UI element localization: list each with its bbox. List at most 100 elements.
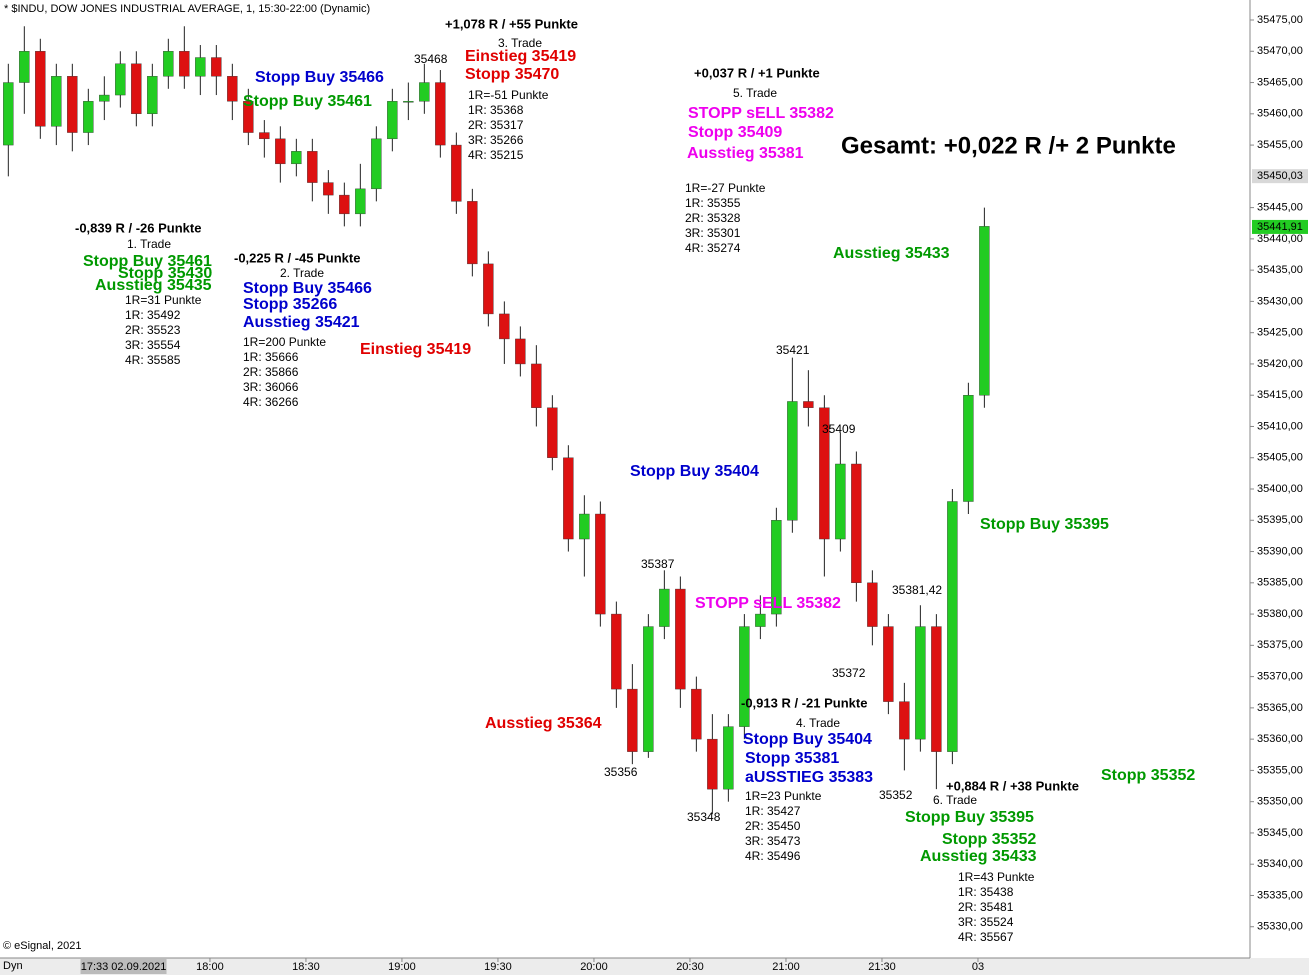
price-label: 35441,91 <box>1257 221 1303 233</box>
candle-body <box>307 151 318 183</box>
annotation: Stopp Buy 35404 <box>743 731 872 748</box>
annotation: +0,037 R / +1 Punkte <box>694 65 820 80</box>
candle-body <box>163 51 174 77</box>
annotation: 35381,42 <box>892 583 942 597</box>
candle-body <box>19 51 30 83</box>
y-tick-label: 35360,00 <box>1257 733 1303 745</box>
annotation: 1R: 35427 <box>745 804 801 818</box>
annotation: STOPP sELL 35382 <box>688 105 834 122</box>
annotation: 3R: 35524 <box>958 915 1014 929</box>
candle-body <box>659 588 670 627</box>
y-tick-label: 35405,00 <box>1257 452 1303 464</box>
candle-body <box>67 76 78 133</box>
annotation: Ausstieg 35421 <box>243 314 360 331</box>
annotation: 5. Trade <box>733 86 777 100</box>
annotation: 35421 <box>776 343 810 357</box>
annotation: 3R: 35301 <box>685 226 741 240</box>
annotation: +0,884 R / +38 Punkte <box>946 778 1079 793</box>
annotation: 1R=43 Punkte <box>958 870 1035 884</box>
annotation: 1R=-27 Punkte <box>685 181 766 195</box>
annotation: 35387 <box>641 557 675 571</box>
candle-body <box>707 738 718 790</box>
candle-body <box>755 613 766 627</box>
candle-body <box>451 144 462 202</box>
candle-body <box>595 513 606 615</box>
candle-body <box>3 82 14 146</box>
candle-body <box>371 138 382 190</box>
x-axis-band <box>0 958 1309 975</box>
annotation: Stopp 35266 <box>243 296 337 313</box>
y-tick-label: 35355,00 <box>1257 764 1303 776</box>
annotation: 2R: 35523 <box>125 323 181 337</box>
candle-body <box>291 151 302 165</box>
annotation: 1R: 35438 <box>958 885 1014 899</box>
annotation: STOPP sELL 35382 <box>695 595 841 612</box>
annotation: Stopp Buy 35466 <box>243 280 372 297</box>
candle-body <box>579 513 590 540</box>
candle-body <box>563 457 574 540</box>
candle-body <box>963 395 974 502</box>
annotation: Ausstieg 35433 <box>920 848 1037 865</box>
annotation: Ausstieg 35435 <box>95 277 212 294</box>
annotation: 2R: 35317 <box>468 118 524 132</box>
y-tick-label: 35340,00 <box>1257 858 1303 870</box>
candle-body <box>147 76 158 115</box>
annotation: 2. Trade <box>280 266 324 280</box>
candle-body <box>467 201 478 265</box>
y-tick-label: 35350,00 <box>1257 796 1303 808</box>
price-label: 35450,03 <box>1257 170 1303 182</box>
candle-body <box>643 626 654 752</box>
annotation: 1R: 35666 <box>243 350 299 364</box>
annotation: 35409 <box>822 422 856 436</box>
candle-body <box>611 613 622 690</box>
candle-body <box>211 57 222 77</box>
candle-body <box>499 313 510 340</box>
y-tick-label: 35400,00 <box>1257 483 1303 495</box>
annotation: 4R: 35567 <box>958 930 1014 944</box>
candle-body <box>323 182 334 196</box>
price-label-box <box>1252 169 1308 184</box>
annotation: 35348 <box>687 810 721 824</box>
annotation: 1R: 35492 <box>125 308 181 322</box>
annotation: 35372 <box>832 666 866 680</box>
candle-body <box>515 338 526 365</box>
price-label-box <box>1252 219 1308 234</box>
cursor-label-box <box>80 959 167 974</box>
annotation: 35356 <box>604 765 638 779</box>
y-tick-label: 35440,00 <box>1257 233 1303 245</box>
annotation: 1R=-51 Punkte <box>468 88 549 102</box>
candle-body <box>819 407 830 540</box>
annotation: -0,225 R / -45 Punkte <box>234 250 360 265</box>
candle-body <box>355 188 366 215</box>
annotation: 3R: 35266 <box>468 133 524 147</box>
y-tick-label: 35385,00 <box>1257 577 1303 589</box>
y-tick-label: 35470,00 <box>1257 45 1303 57</box>
y-tick-label: 35465,00 <box>1257 76 1303 88</box>
annotation: 3R: 36066 <box>243 380 299 394</box>
y-tick-label: 35390,00 <box>1257 545 1303 557</box>
annotation: 1R=200 Punkte <box>243 335 326 349</box>
annotation: Einstieg 35419 <box>360 341 471 358</box>
x-tick-label: 18:30 <box>292 961 320 973</box>
annotation: 4R: 36266 <box>243 395 299 409</box>
candle-body <box>627 688 638 752</box>
annotation: aUSSTIEG 35383 <box>745 769 873 786</box>
candle-body <box>435 82 446 146</box>
candle-body <box>947 501 958 752</box>
candle-body <box>803 401 814 408</box>
candle-body <box>787 401 798 521</box>
annotation: Stopp Buy 35461 <box>243 93 372 110</box>
annotation: Stopp Buy 35395 <box>905 809 1034 826</box>
annotation: Stopp Buy 35466 <box>255 69 384 86</box>
candle-body <box>227 76 238 102</box>
x-tick-label: 19:00 <box>388 961 416 973</box>
candle-body <box>691 688 702 740</box>
annotation: 1R=31 Punkte <box>125 293 202 307</box>
y-tick-label: 35330,00 <box>1257 921 1303 933</box>
y-tick-label: 35420,00 <box>1257 358 1303 370</box>
annotation: Stopp 35409 <box>688 124 782 141</box>
annotation: © eSignal, 2021 <box>3 940 81 952</box>
x-tick-label: 21:30 <box>868 961 896 973</box>
candle-body <box>243 101 254 133</box>
annotation: Ausstieg 35381 <box>687 145 804 162</box>
